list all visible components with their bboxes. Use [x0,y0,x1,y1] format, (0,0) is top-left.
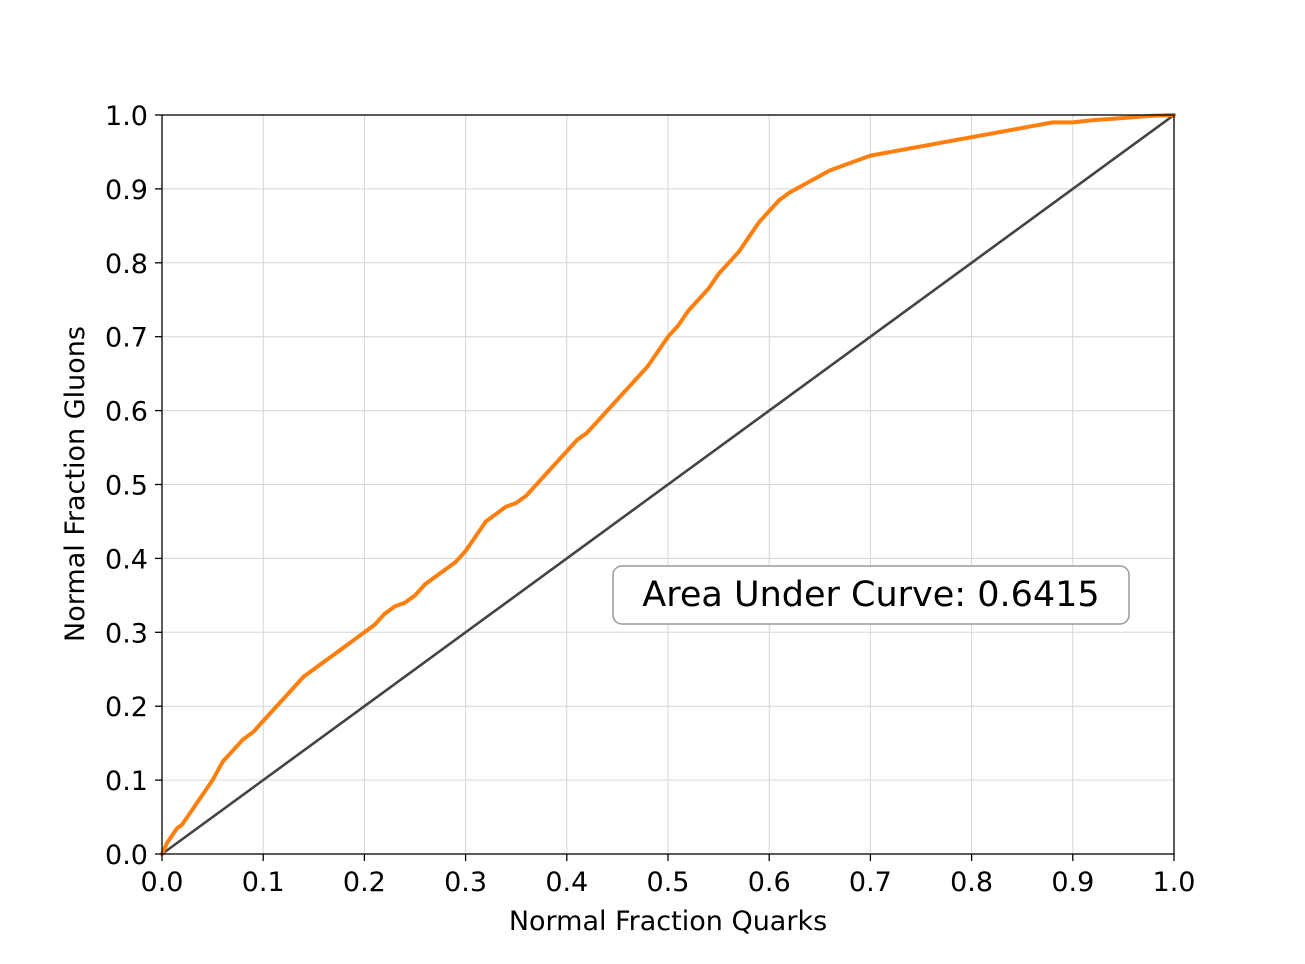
x-tick-label: 0.0 [141,867,184,898]
y-tick-label: 1.0 [105,101,148,132]
y-axis-label: Normal Fraction Gluons [60,326,91,642]
series-layer [160,113,1176,856]
y-tick-label: 0.7 [105,323,148,354]
y-tick-label: 0.3 [105,618,148,649]
annotation-text: Area Under Curve: 0.6415 [642,575,1099,615]
annotation-box-border [612,565,1130,625]
y-axis-ticks: 0.0 0.1 0.2 0.3 0.4 0.5 0.6 0.7 0.8 0.9 1.0 [105,101,162,871]
annotation-box: Area Under Curve: 0.6415 [612,565,1130,625]
y-tick-label: 0.4 [105,544,148,575]
x-tick-label: 0.2 [343,867,386,898]
x-tick-label: 1.0 [1153,867,1196,898]
x-tick-label: 0.5 [647,867,690,898]
x-tick-label: 0.1 [242,867,285,898]
x-axis-label: Normal Fraction Quarks [509,906,827,937]
y-tick-label: 0.9 [105,175,148,206]
y-tick-label: 0.6 [105,397,148,428]
roc-curve-line [160,113,1176,856]
y-tick-label: 0.5 [105,471,148,502]
y-tick-label: 0.2 [105,692,148,723]
y-tick-label: 0.8 [105,249,148,280]
x-tick-label: 0.6 [748,867,791,898]
x-tick-label: 0.8 [950,867,993,898]
y-tick-label: 0.1 [105,766,148,797]
x-tick-label: 0.9 [1051,867,1094,898]
x-tick-label: 0.7 [849,867,892,898]
x-tick-label: 0.3 [444,867,487,898]
diagonal-reference-line [160,113,1176,856]
x-axis-ticks: 0.0 0.1 0.2 0.3 0.4 0.5 0.6 0.7 0.8 0.9 1.0 [141,854,1196,898]
y-tick-label: 0.0 [105,840,148,871]
x-tick-label: 0.4 [545,867,588,898]
